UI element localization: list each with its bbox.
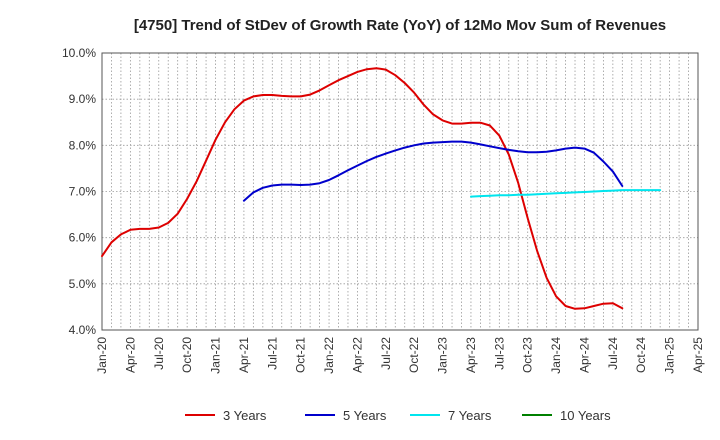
series-line-5-years	[242, 140, 624, 202]
legend-label-10-years: 10 Years	[560, 408, 611, 423]
x-tick-label: Jan-22	[322, 337, 336, 374]
legend-label-7-years: 7 Years	[448, 408, 492, 423]
x-tick-label: Apr-23	[464, 337, 478, 373]
y-tick-label: 4.0%	[69, 323, 97, 337]
y-tick-label: 9.0%	[69, 92, 97, 106]
y-axis-tick-labels: 4.0% 5.0% 6.0% 7.0% 8.0% 9.0% 10.0%	[62, 46, 96, 337]
y-tick-label: 5.0%	[69, 277, 97, 291]
y-tick-label: 8.0%	[69, 138, 97, 152]
x-tick-label: Jan-23	[436, 337, 450, 374]
x-axis-tick-labels: Jan-20 Apr-20 Jul-20 Oct-20 Jan-21 Apr-21 Jul-…	[95, 337, 705, 374]
x-tick-label: Oct-21	[294, 337, 308, 373]
x-tick-label: Apr-25	[691, 337, 705, 373]
horizontal-gridlines	[102, 98, 698, 285]
y-tick-label: 10.0%	[62, 46, 96, 60]
x-tick-label: Apr-21	[237, 337, 251, 373]
x-tick-label: Oct-23	[521, 337, 535, 373]
series-line-3-years	[101, 67, 624, 310]
x-tick-label: Oct-24	[634, 337, 648, 373]
x-tick-label: Jul-24	[606, 337, 620, 370]
chart-title: [4750] Trend of StDev of Growth Rate (Yo…	[134, 17, 666, 34]
plot-border	[101, 52, 699, 331]
x-tick-label: Jul-22	[379, 337, 393, 370]
x-tick-label: Jan-21	[209, 337, 223, 374]
x-tick-label: Apr-24	[577, 337, 591, 373]
y-tick-label: 7.0%	[69, 185, 97, 199]
series-line-7-years	[470, 189, 662, 198]
x-tick-label: Oct-22	[407, 337, 421, 373]
x-tick-label: Apr-22	[350, 337, 364, 373]
x-tick-label: Oct-20	[180, 337, 194, 373]
x-tick-label: Jan-25	[663, 337, 677, 374]
series-lines	[101, 67, 662, 310]
x-tick-label: Jul-20	[152, 337, 166, 370]
legend-label-3-years: 3 Years	[223, 408, 267, 423]
x-tick-label: Apr-20	[123, 337, 137, 373]
legend: 3 Years 5 Years 7 Years 10 Years	[185, 408, 611, 423]
y-tick-label: 6.0%	[69, 231, 97, 245]
legend-label-5-years: 5 Years	[343, 408, 387, 423]
x-tick-label: Jan-20	[95, 337, 109, 374]
x-tick-label: Jul-23	[492, 337, 506, 370]
x-tick-label: Jul-21	[265, 337, 279, 370]
x-tick-label: Jan-24	[549, 337, 563, 374]
